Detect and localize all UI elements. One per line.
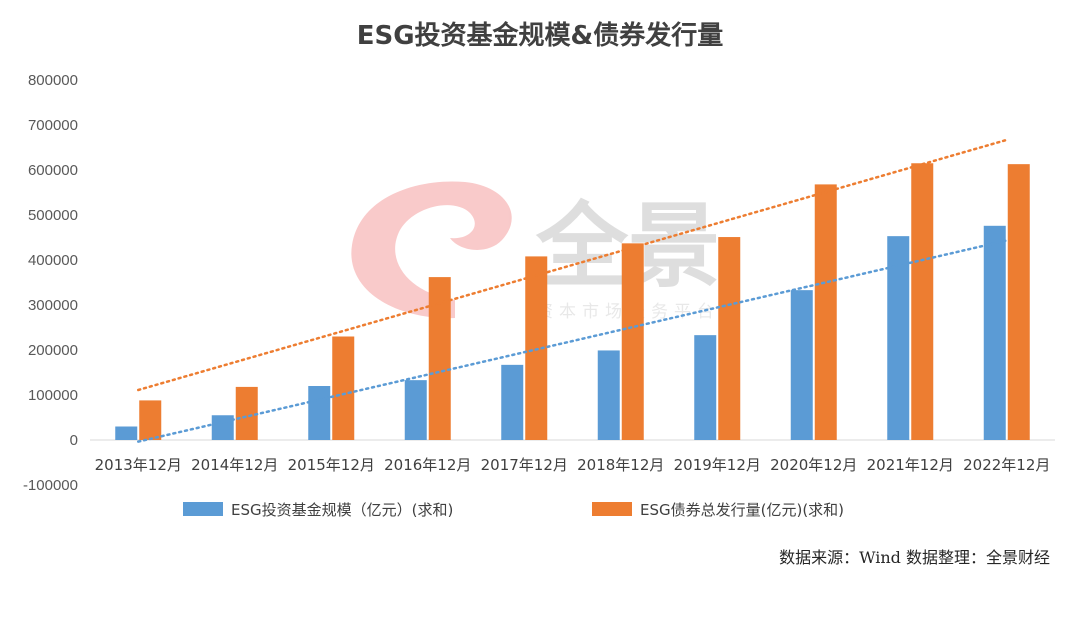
legend: ESG投资基金规模（亿元）(求和) ESG债券总发行量(亿元)(求和) [183,501,844,519]
x-tick-label: 2013年12月 [95,456,182,474]
y-tick-label: 300000 [28,297,78,314]
y-tick-label: 200000 [28,342,78,359]
legend-swatch-bond [592,502,632,516]
bar-fund-2 [211,415,234,440]
y-tick-label: 600000 [28,162,78,179]
bar-fund-4 [404,380,427,440]
x-tick-label: 2016年12月 [384,456,471,474]
legend-label-bond: ESG债券总发行量(亿元)(求和) [640,501,844,519]
bars [115,163,1030,440]
y-tick-label: 100000 [28,387,78,404]
y-tick-label: 500000 [28,207,78,224]
x-tick-label: 2022年12月 [963,456,1050,474]
source-note: 数据来源：Wind 数据整理：全景财经 [779,548,1050,567]
chart-title: ESG投资基金规模&债券发行量 [357,20,724,51]
y-tick-label: 400000 [28,252,78,269]
x-tick-label: 2014年12月 [191,456,278,474]
bar-fund-3 [308,386,331,440]
x-tick-label: 2021年12月 [867,456,954,474]
y-axis: 800000 700000 600000 500000 400000 300000 2000… [23,72,78,494]
x-tick-label: 2017年12月 [481,456,568,474]
bar-fund-1 [115,426,138,440]
bar-bond-7 [718,237,741,440]
y-tick-label: 800000 [28,72,78,89]
y-tick-label: 700000 [28,117,78,134]
bar-bond-3 [332,336,355,440]
bar-fund-7 [694,335,717,440]
trendlines [137,138,1008,443]
y-tick-label: 0 [70,432,78,449]
x-tick-label: 2020年12月 [770,456,857,474]
x-tick-label: 2018年12月 [577,456,664,474]
x-tick-label: 2019年12月 [674,456,761,474]
y-tick-label: -100000 [23,477,78,494]
bar-fund-9 [887,236,910,440]
bar-fund-6 [597,350,620,440]
bar-bond-10 [1007,164,1030,440]
bar-fund-10 [983,225,1006,440]
legend-swatch-fund [183,502,223,516]
trendline-bond [137,138,1008,392]
bar-bond-4 [428,277,451,440]
bar-bond-1 [139,400,162,440]
trendline-fund [137,239,1008,443]
bar-bond-6 [621,243,644,440]
legend-label-fund: ESG投资基金规模（亿元）(求和) [231,501,453,519]
bar-fund-8 [790,290,813,440]
bar-bond-9 [911,163,934,440]
bar-bond-8 [814,184,837,440]
x-tick-label: 2015年12月 [288,456,375,474]
bar-fund-5 [501,364,524,440]
x-axis: 2013年12月 2014年12月 2015年12月 2016年12月 2017年12月… [95,456,1051,474]
bar-bond-2 [235,386,258,440]
